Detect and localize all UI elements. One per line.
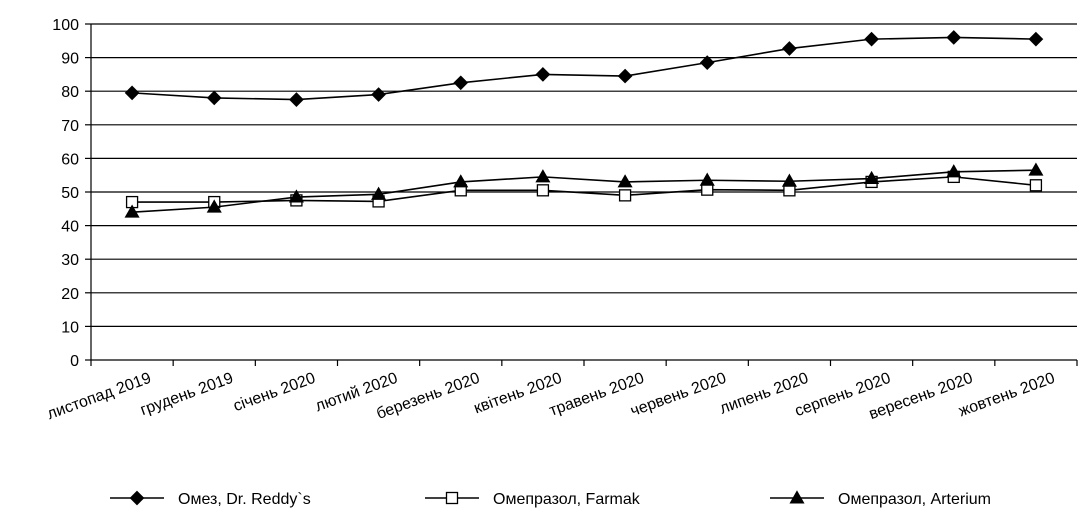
y-tick-label: 0 [70,353,79,370]
data-point-marker [617,68,633,84]
legend-marker [789,490,805,504]
x-tick-label: грудень 2019 [138,370,236,419]
data-point-marker [371,186,387,200]
data-point-marker [289,92,304,107]
series-2 [125,170,1043,209]
y-tick-label: 20 [61,286,79,303]
y-tick-label: 60 [61,151,79,168]
series-line [132,36,1036,101]
y-tick-label: 70 [61,118,79,135]
series-3 [124,162,1044,218]
y-tick-label: 50 [61,185,79,202]
series-1 [124,30,1044,107]
y-tick-label: 30 [61,252,79,269]
y-axis: 0 10 20 30 40 50 60 70 80 90 100 [52,17,92,370]
series-group [124,30,1044,218]
y-tick-label: 90 [61,51,79,68]
legend-label: Омепразол, Farmak [493,491,641,508]
data-point-marker [124,85,140,101]
legend-label: Омепразол, Arterium [838,491,991,508]
data-point-marker [946,164,962,178]
legend-item-1: Омез, Dr. Reddy`s [110,490,311,508]
data-point-marker [701,183,714,196]
y-tick-label: 10 [61,319,79,336]
y-tick-label: 40 [61,219,79,236]
data-point-marker [536,184,550,197]
legend-marker [129,490,145,506]
data-point-marker [206,199,222,213]
data-point-marker [371,87,386,102]
data-point-marker [864,170,880,185]
data-point-marker [453,75,469,91]
data-point-marker [1028,162,1044,176]
x-tick-label: листопад 2019 [45,370,154,423]
x-tick-label: січень 2020 [231,370,318,415]
data-point-marker [782,41,797,56]
legend: Омез, Dr. Reddy`s Омепразол, Farmak Омепра… [110,490,991,508]
data-point-marker [946,30,962,45]
grid-lines [91,23,1077,327]
data-point-marker [864,31,879,47]
legend-label: Омез, Dr. Reddy`s [178,491,311,508]
y-tick-label: 100 [52,17,79,34]
data-point-marker [617,174,633,188]
data-point-marker [781,173,797,187]
data-point-marker [1029,179,1043,192]
legend-marker [445,491,459,505]
data-point-marker [535,67,551,82]
data-point-marker [699,55,715,70]
y-tick-label: 80 [61,84,79,101]
series-line [132,176,1036,203]
series-line [132,169,1036,213]
data-point-marker [206,90,222,106]
data-point-marker [453,174,469,188]
legend-item-2: Омепразол, Farmak [425,491,641,508]
data-point-marker [699,172,715,186]
data-point-marker [618,189,632,202]
legend-item-3: Омепразол, Arterium [770,490,991,508]
data-point-marker [1028,31,1044,47]
data-point-marker [124,204,140,218]
data-point-marker [535,169,551,183]
data-point-marker [288,189,304,203]
